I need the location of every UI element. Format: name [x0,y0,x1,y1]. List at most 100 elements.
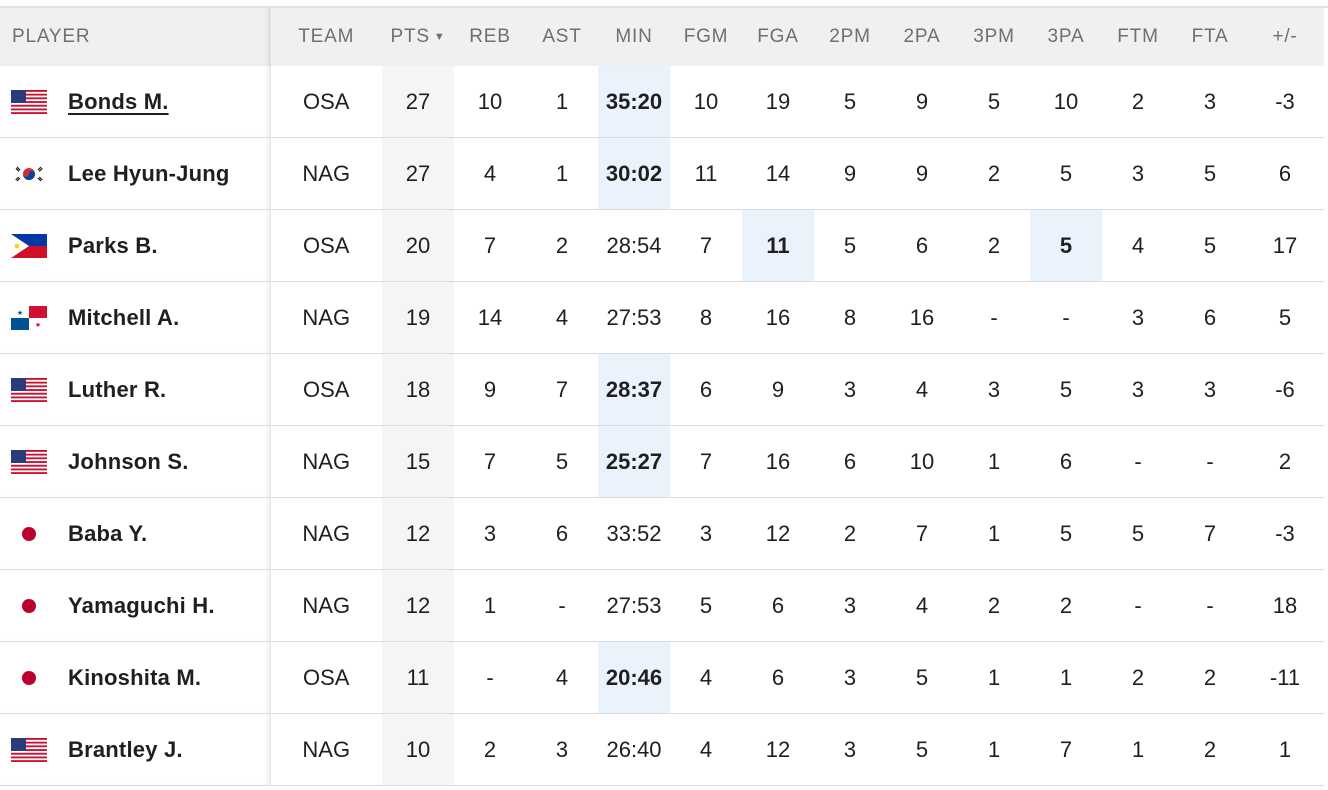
team-cell: OSA [270,66,382,138]
player-name-link[interactable]: Brantley J. [68,736,183,762]
stat-cell-p2m: 5 [814,66,886,138]
stat-cell-min: 25:27 [598,425,670,498]
stat-cell-pm: 18 [1246,569,1324,642]
player-name-link[interactable]: Kinoshita M. [68,664,202,690]
team-cell: OSA [270,353,382,426]
column-header-2pm[interactable]: 2PM [814,8,886,66]
stat-cell-pm: -11 [1246,641,1324,714]
stat-cell-p3m: 1 [958,641,1030,714]
stat-cell-reb: 10 [454,66,526,138]
column-header-ftm[interactable]: FTM [1102,8,1174,66]
stat-cell-ast: 5 [526,425,598,498]
stat-cell-pts: 12 [382,497,454,570]
player-stats-table: PLAYER TEAM PTS ▼ REB AST MIN FGM FGA 2PM… [0,8,1324,786]
stat-cell-reb: - [454,641,526,714]
svg-text:★: ★ [17,309,23,317]
column-header-3pa[interactable]: 3PA [1030,8,1102,66]
table-row: Johnson S. NAG 15 7 5 25:27 7 16 6 10 1 6- -2 [0,425,1324,498]
stat-cell-fgm: 6 [670,353,742,426]
stat-cell-reb: 7 [454,209,526,282]
stat-cell-pm: -3 [1246,66,1324,138]
table-row: Brantley J. NAG 10 2 3 26:40 4 12 3 5 1 7 1 2 1 [0,713,1324,786]
stat-cell-fgm: 7 [670,209,742,282]
usa-flag-icon [11,89,47,114]
column-header-plus-minus[interactable]: +/- [1246,8,1324,66]
player-name-link[interactable]: Mitchell A. [68,304,180,330]
player-cell: Lee Hyun-Jung [0,137,271,210]
stat-cell-ftm: - [1102,569,1174,642]
stat-cell-ast: 7 [526,353,598,426]
stat-cell-ftm: 5 [1102,497,1174,570]
column-header-pts[interactable]: PTS ▼ [382,8,454,66]
player-cell: Yamaguchi H. [0,569,271,642]
stat-cell-fgm: 10 [670,66,742,138]
player-name-link[interactable]: Bonds M. [68,88,169,114]
stat-cell-fta: 7 [1174,497,1246,570]
stat-cell-ftm: 4 [1102,209,1174,282]
stat-cell-fga: 6 [742,641,814,714]
stat-cell-p2a: 16 [886,281,958,354]
column-header-fgm[interactable]: FGM [670,8,742,66]
stat-cell-ftm: 1 [1102,713,1174,786]
stat-cell-p2a: 5 [886,641,958,714]
stat-cell-ftm: 3 [1102,137,1174,210]
table-row: Baba Y. NAG 12 3 6 33:52 3 12 2 7 1 5 5 7 -3 [0,497,1324,570]
column-header-player[interactable]: PLAYER [0,8,271,66]
stat-cell-fga: 14 [742,137,814,210]
player-name-link[interactable]: Johnson S. [68,448,189,474]
stat-cell-p2m: 9 [814,137,886,210]
stat-cell-p3a: 5 [1030,497,1102,570]
player-name-link[interactable]: Lee Hyun-Jung [68,160,230,186]
stat-cell-min: 27:53 [598,281,670,354]
usa-flag-icon [11,449,47,474]
stat-cell-fga: 12 [742,713,814,786]
stat-cell-p2m: 6 [814,425,886,498]
stat-cell-p3a: 6 [1030,425,1102,498]
stat-cell-min: 20:46 [598,641,670,714]
stat-cell-pts: 19 [382,281,454,354]
table-header-row: PLAYER TEAM PTS ▼ REB AST MIN FGM FGA 2PM… [0,8,1324,66]
column-header-2pa[interactable]: 2PA [886,8,958,66]
column-header-team[interactable]: TEAM [270,8,382,66]
stat-cell-p2a: 10 [886,425,958,498]
stat-cell-pm: 5 [1246,281,1324,354]
stat-cell-pts: 12 [382,569,454,642]
stat-cell-pm: -6 [1246,353,1324,426]
stat-cell-pts: 15 [382,425,454,498]
stat-cell-p3a: 5 [1030,209,1102,282]
stat-cell-fga: 16 [742,425,814,498]
table-row: Luther R. OSA 18 9 7 28:37 6 9 3 4 3 5 3 3 -6 [0,353,1324,426]
stat-cell-fta: 3 [1174,66,1246,138]
stat-cell-fta: - [1174,569,1246,642]
stat-cell-p2a: 9 [886,137,958,210]
stat-cell-min: 28:37 [598,353,670,426]
player-cell: Johnson S. [0,425,271,498]
stat-cell-p2a: 7 [886,497,958,570]
stat-cell-p2m: 3 [814,353,886,426]
stat-cell-pm: 2 [1246,425,1324,498]
column-header-fga[interactable]: FGA [742,8,814,66]
column-header-fta[interactable]: FTA [1174,8,1246,66]
column-header-3pm[interactable]: 3PM [958,8,1030,66]
column-header-reb[interactable]: REB [454,8,526,66]
player-name-link[interactable]: Baba Y. [68,520,148,546]
table-row: Kinoshita M. OSA 11-4 20:46 4 6 3 5 1 1 2 2 -11 [0,641,1324,714]
stat-cell-p3a: - [1030,281,1102,354]
usa-flag-icon [11,737,47,762]
stat-cell-ftm: 3 [1102,281,1174,354]
stat-cell-ftm: 3 [1102,353,1174,426]
stat-cell-fga: 6 [742,569,814,642]
column-header-ast[interactable]: AST [526,8,598,66]
stat-cell-p2a: 5 [886,713,958,786]
stat-cell-p3a: 2 [1030,569,1102,642]
column-header-min[interactable]: MIN [598,8,670,66]
player-cell: Bonds M. [0,66,271,138]
player-name-link[interactable]: Parks B. [68,232,158,258]
stat-cell-fta: 6 [1174,281,1246,354]
stat-cell-pm: 6 [1246,137,1324,210]
stat-cell-ast: 6 [526,497,598,570]
player-name-link[interactable]: Yamaguchi H. [68,592,215,618]
stat-cell-p3a: 7 [1030,713,1102,786]
player-name-link[interactable]: Luther R. [68,376,167,402]
team-cell: NAG [270,569,382,642]
